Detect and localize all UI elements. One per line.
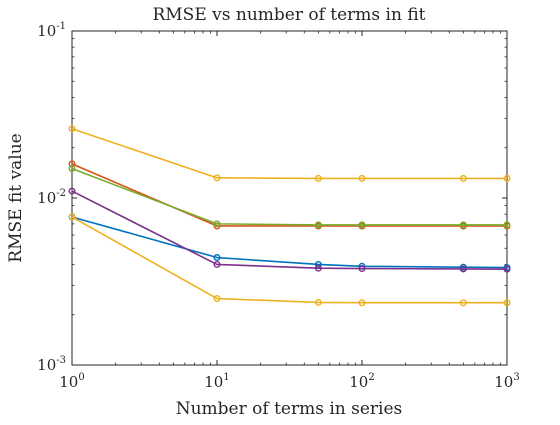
y-tick-label: 10-2 bbox=[37, 188, 66, 207]
x-tick-label: 101 bbox=[204, 372, 229, 391]
plot-area: 100 101 102 103 10-3 10-2 10-1 bbox=[37, 21, 520, 391]
y-tick-label: 10-1 bbox=[37, 21, 66, 40]
x-axis-label: Number of terms in series bbox=[176, 399, 403, 419]
y-tick-label: 10-3 bbox=[37, 355, 66, 374]
y-axis-label: RMSE fit value bbox=[6, 133, 26, 262]
x-tick-label: 100 bbox=[59, 372, 84, 391]
chart-title: RMSE vs number of terms in fit bbox=[152, 5, 425, 25]
x-tick-label: 103 bbox=[494, 372, 519, 391]
x-tick-label: 102 bbox=[349, 372, 374, 391]
plot-frame bbox=[72, 31, 507, 365]
